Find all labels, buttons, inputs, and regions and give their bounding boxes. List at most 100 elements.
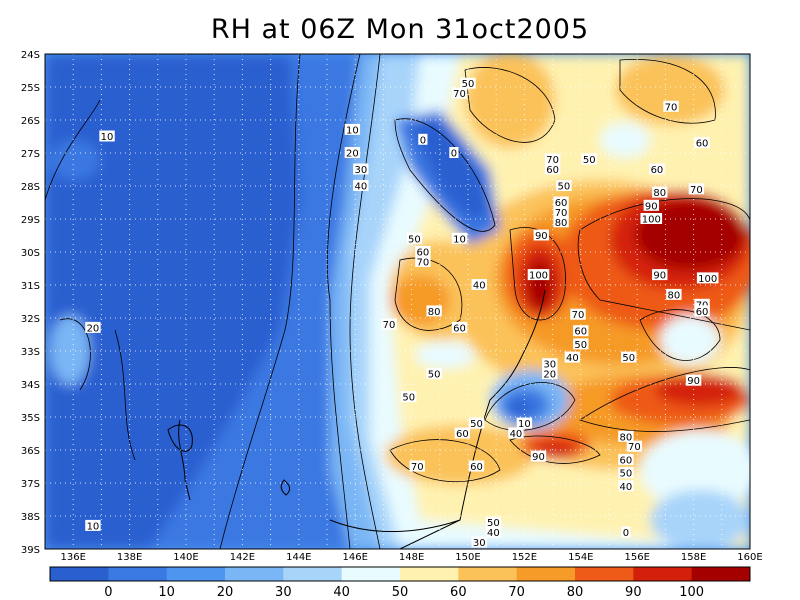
contour-label: 80 [553, 216, 569, 229]
svg-text:60: 60 [696, 307, 709, 318]
contour-label: 60 [694, 305, 710, 318]
contour-label: 0 [449, 147, 459, 160]
contour-label: 80 [618, 430, 634, 443]
colorbar-swatch [691, 567, 751, 581]
contour-label: 40 [485, 526, 502, 539]
svg-text:10: 10 [87, 521, 100, 532]
svg-text:60: 60 [453, 323, 466, 334]
colorbar-tick-label: 30 [275, 585, 292, 600]
lon-tick-label: 154E [568, 552, 593, 563]
colorbar-tick-label: 90 [625, 585, 642, 600]
lon-tick-label: 152E [512, 552, 537, 563]
colorbar-swatch [575, 567, 634, 581]
coastline [167, 289, 546, 549]
svg-text:40: 40 [473, 281, 486, 292]
contour-label: 20 [344, 147, 361, 160]
contour-label: 50 [573, 338, 589, 351]
lon-tick-label: 138E [117, 552, 142, 563]
contour-label: 40 [618, 480, 634, 493]
svg-text:50: 50 [574, 340, 587, 351]
contour-label: 70 [553, 206, 569, 219]
svg-text:30: 30 [354, 165, 367, 176]
map-title: RH at 06Z Mon 31oct2005 [210, 14, 590, 45]
svg-text:10: 10 [453, 234, 466, 245]
contour-label: 100 [640, 213, 663, 226]
lon-tick-label: 158E [681, 552, 706, 563]
svg-text:10: 10 [101, 132, 114, 143]
lon-tick-label: 150E [455, 552, 480, 563]
svg-text:70: 70 [411, 462, 424, 473]
svg-text:80: 80 [653, 188, 666, 199]
svg-text:50: 50 [408, 234, 421, 245]
svg-text:90: 90 [535, 231, 548, 242]
svg-text:70: 70 [690, 185, 703, 196]
svg-text:70: 70 [555, 208, 568, 219]
svg-text:0: 0 [451, 149, 457, 160]
svg-text:70: 70 [546, 155, 559, 166]
lat-tick-label: 24S [21, 50, 40, 61]
contour-label: 50 [618, 467, 634, 480]
contour-label: 10 [451, 232, 468, 245]
contour-label: 20 [85, 321, 101, 334]
contour-label: 50 [426, 368, 442, 381]
contour-label: 0 [418, 133, 428, 146]
lat-tick-label: 29S [21, 215, 40, 226]
contour-label: 60 [415, 246, 431, 259]
colorbar-tick-label: 70 [508, 585, 525, 600]
contour-label: 70 [663, 100, 679, 113]
colorbar-tick-label: 50 [392, 585, 409, 600]
svg-text:60: 60 [417, 248, 430, 259]
contour-label: 10 [516, 417, 533, 430]
svg-text:50: 50 [558, 182, 571, 193]
colorbar-tick-label: 40 [333, 585, 350, 600]
contour-label: 90 [685, 374, 702, 387]
lon-tick-label: 144E [286, 552, 311, 563]
axis-ticks: 24S 25S 26S 27S 28S 29S 30S 31S 32S 33S 34S 35S 36S 3… [21, 50, 763, 563]
contour-label: 0 [621, 526, 631, 539]
svg-text:0: 0 [623, 528, 629, 539]
svg-text:50: 50 [487, 518, 500, 529]
svg-text:50: 50 [622, 353, 635, 364]
plot-frame [44, 53, 751, 550]
contour-label: 100 [527, 269, 550, 282]
lat-tick-label: 31S [21, 281, 40, 292]
colorbar-swatch [633, 567, 693, 581]
lat-tick-label: 35S [21, 413, 40, 424]
contour-label: 50 [485, 516, 502, 529]
lat-tick-label: 34S [21, 380, 40, 391]
contour-label: 50 [406, 232, 423, 245]
lon-tick-label: 136E [60, 552, 85, 563]
colorbar-tick-label: 80 [567, 585, 584, 600]
contour-label: 70 [626, 440, 643, 453]
contour-label: 50 [401, 391, 417, 404]
svg-text:80: 80 [620, 432, 633, 443]
colorbar-tick-label: 10 [158, 585, 175, 600]
contour-label: 70 [688, 183, 705, 196]
lat-tick-label: 27S [21, 149, 40, 160]
colorbar-swatch [516, 567, 576, 581]
lat-tick-label: 30S [21, 248, 40, 259]
lat-tick-label: 26S [21, 116, 40, 127]
contour-label: 50 [556, 180, 572, 193]
contour-label: 60 [454, 427, 471, 440]
contour-label: 60 [544, 163, 561, 176]
svg-text:10: 10 [518, 419, 531, 430]
svg-text:0: 0 [420, 135, 426, 146]
colorbar-tick-label: 60 [450, 585, 467, 600]
svg-text:40: 40 [354, 182, 367, 193]
svg-text:20: 20 [87, 323, 100, 334]
contour-label: 70 [544, 153, 561, 166]
svg-text:100: 100 [698, 274, 717, 285]
lat-tick-label: 37S [21, 479, 40, 490]
lon-tick-label: 140E [173, 552, 198, 563]
contour-label: 90 [530, 450, 547, 463]
contour-label: 70 [381, 318, 397, 331]
svg-text:50: 50 [620, 469, 633, 480]
svg-text:90: 90 [645, 201, 658, 212]
svg-text:70: 70 [665, 102, 678, 113]
colorbar-swatch [108, 567, 168, 581]
svg-text:70: 70 [628, 442, 641, 453]
contour-label: 30 [542, 358, 558, 371]
contour-label: 50 [468, 417, 485, 430]
contour-label: 80 [666, 288, 682, 301]
